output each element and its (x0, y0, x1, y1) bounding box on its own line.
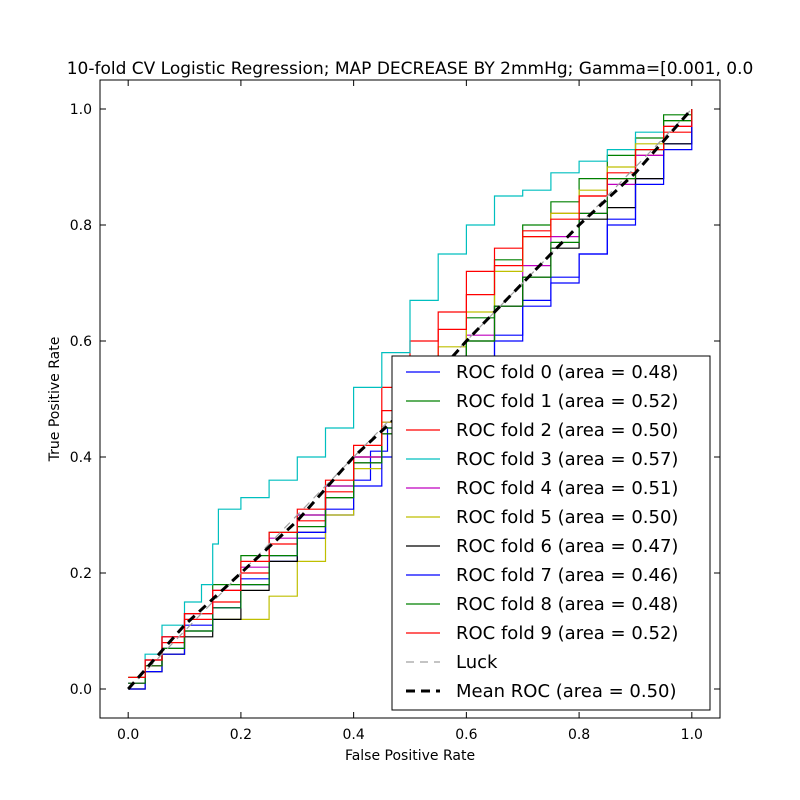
y-tick-label-0: 0.0 (70, 682, 92, 698)
legend-label-5: ROC fold 5 (area = 0.50) (456, 507, 678, 528)
x-tick-label-3: 0.6 (455, 727, 477, 743)
x-tick-label-0: 0.0 (117, 727, 139, 743)
plot-frame (99, 79, 721, 719)
y-tick-label-4: 0.8 (70, 218, 92, 234)
legend-label-10: Luck (456, 652, 498, 673)
x-axis-label: False Positive Rate (345, 748, 475, 764)
legend-label-11: Mean ROC (area = 0.50) (456, 681, 677, 702)
legend-label-3: ROC fold 3 (area = 0.57) (456, 449, 678, 470)
legend-label-1: ROC fold 1 (area = 0.52) (456, 391, 678, 412)
y-tick-label-3: 0.6 (70, 334, 92, 350)
legend: ROC fold 0 (area = 0.48) ROC fold 1 (area… (391, 355, 711, 711)
ticks-layer: 0.0 0.2 0.4 0.6 0.8 1.0 0.0 0.2 0.4 0.6 0.8 1.0 (70, 80, 720, 743)
y-tick-label-1: 0.2 (70, 566, 92, 582)
series-line-11 (127, 108, 693, 690)
legend-label-9: ROC fold 9 (area = 0.52) (456, 623, 678, 644)
legend-label-0: ROC fold 0 (area = 0.48) (456, 362, 678, 383)
series-line-3 (128, 109, 693, 684)
legend-label-6: ROC fold 6 (area = 0.47) (456, 536, 678, 557)
x-tick-label-5: 1.0 (681, 727, 703, 743)
x-tick-label-4: 0.8 (568, 727, 590, 743)
legend-label-7: ROC fold 7 (area = 0.46) (456, 565, 678, 586)
series-line-10 (127, 108, 693, 690)
legend-label-2: ROC fold 2 (area = 0.50) (456, 420, 678, 441)
legend-label-8: ROC fold 8 (area = 0.48) (456, 594, 678, 615)
y-tick-label-5: 1.0 (70, 102, 92, 118)
y-tick-label-2: 0.4 (70, 450, 92, 466)
y-axis-label: True Positive Rate (47, 337, 63, 463)
legend-box (391, 355, 711, 711)
legend-label-4: ROC fold 4 (area = 0.51) (456, 478, 678, 499)
x-tick-label-1: 0.2 (230, 727, 252, 743)
x-tick-label-2: 0.4 (343, 727, 365, 743)
chart-title: 10-fold CV Logistic Regression; MAP DECR… (67, 59, 754, 79)
